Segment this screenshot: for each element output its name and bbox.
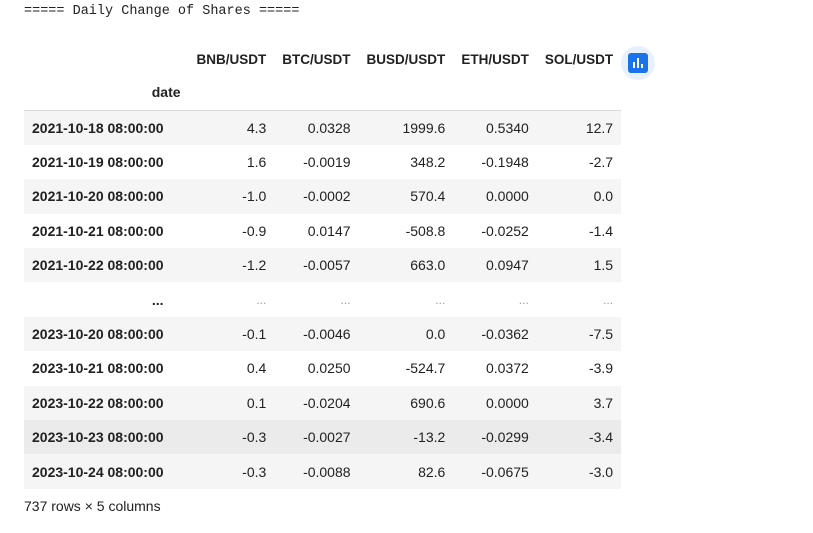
table-cell: 0.5340 <box>485 119 529 136</box>
table-cell: 0.0 <box>425 326 446 343</box>
table-row: 2021-10-22 08:00:00 -1.2 -0.0057 663.0 0.094… <box>24 248 622 283</box>
table-cell: -3.9 <box>588 360 614 377</box>
table-row: 2021-10-20 08:00:00 -1.0 -0.0002 570.4 0.000… <box>24 179 622 214</box>
table-cell: -0.0362 <box>481 326 529 343</box>
row-index-label: 2023-10-24 08:00:00 <box>32 463 164 480</box>
table-cell: 0.1 <box>246 394 267 411</box>
dataframe: BNB/USDT BTC/USDT BUSD/USDT ETH/USDT SOL… <box>24 44 622 489</box>
row-index-label: 2023-10-20 08:00:00 <box>32 326 164 343</box>
output-header: ===== Daily Change of Shares ===== <box>24 4 300 19</box>
table-cell: -0.0002 <box>303 188 351 205</box>
table-cell: -0.0088 <box>303 463 351 480</box>
table-cell: -0.1 <box>242 326 267 343</box>
row-index-label: 2023-10-21 08:00:00 <box>32 360 164 377</box>
table-cell: ... <box>518 292 529 307</box>
table-cell: 1.6 <box>246 154 267 171</box>
table-cell: 0.0000 <box>485 394 529 411</box>
column-header: ETH/USDT <box>461 51 529 67</box>
table-cell: ... <box>435 292 446 307</box>
table-cell: -0.9 <box>242 222 267 239</box>
table-cell: 1.5 <box>593 257 614 274</box>
table-row: 2021-10-19 08:00:00 1.6 -0.0019 348.2 -0.194… <box>24 145 621 179</box>
bar-chart-icon <box>628 53 648 73</box>
table-cell: -1.4 <box>588 222 614 239</box>
table-cell: 0.0250 <box>307 360 351 377</box>
row-index-label: 2023-10-22 08:00:00 <box>32 394 164 411</box>
table-cell: -0.3 <box>242 463 267 480</box>
table-cell: 4.3 <box>246 119 267 136</box>
table-cell: 1999.6 <box>402 119 446 136</box>
table-row: 2023-10-24 08:00:00 -0.3 -0.0088 82.6 -0.067… <box>24 454 622 489</box>
table-row: 2023-10-22 08:00:00 0.1 -0.0204 690.6 0.0000… <box>24 385 622 421</box>
table-cell: 570.4 <box>410 188 446 205</box>
table-cell: -524.7 <box>405 360 446 377</box>
column-header: SOL/USDT <box>544 51 614 67</box>
table-cell: ... <box>256 292 267 307</box>
table-cell: 0.0947 <box>485 257 529 274</box>
column-header: BNB/USDT <box>196 51 267 67</box>
table-row: 2023-10-23 08:00:00 -0.3 -0.0027 -13.2 -0.02… <box>24 420 622 455</box>
table-cell: -2.7 <box>588 154 614 171</box>
index-header-blank <box>24 44 189 74</box>
table-cell: -0.1948 <box>481 154 529 171</box>
row-index-label: 2023-10-23 08:00:00 <box>32 429 164 446</box>
index-name: date <box>24 74 189 111</box>
table-cell: 0.0000 <box>485 188 529 205</box>
dataframe-body: 2021-10-18 08:00:00 4.3 0.0328 1999.6 0.5340… <box>24 110 622 489</box>
table-cell: 0.4 <box>246 360 267 377</box>
row-index-label: 2021-10-18 08:00:00 <box>32 119 164 136</box>
column-header: BTC/USDT <box>282 51 351 67</box>
table-cell: -0.0299 <box>481 429 529 446</box>
table-cell: -0.0675 <box>481 463 529 480</box>
table-cell: 0.0147 <box>307 222 351 239</box>
table-cell: -508.8 <box>405 222 446 239</box>
table-cell: -1.2 <box>242 257 267 274</box>
table-cell: 663.0 <box>410 257 446 274</box>
row-index-label: ... <box>151 291 164 308</box>
column-header-row: BNB/USDT BTC/USDT BUSD/USDT ETH/USDT SOL… <box>24 44 621 74</box>
table-cell: 0.0328 <box>307 119 351 136</box>
table-cell: -0.0252 <box>481 222 529 239</box>
table-cell: -3.0 <box>588 463 614 480</box>
table-cell: 0.0372 <box>485 360 529 377</box>
table-row: 2023-10-20 08:00:00 -0.1 -0.0046 0.0 -0.0362… <box>24 316 622 352</box>
table-cell: -3.4 <box>588 429 614 446</box>
chart-suggestion-button[interactable] <box>621 46 655 80</box>
table-cell: -13.2 <box>413 429 446 446</box>
index-name-row: date <box>24 74 622 111</box>
table-cell: 12.7 <box>585 119 614 136</box>
table-row: 2021-10-18 08:00:00 4.3 0.0328 1999.6 0.5340… <box>24 110 622 145</box>
row-index-label: 2021-10-21 08:00:00 <box>32 222 164 239</box>
table-cell: 3.7 <box>593 394 614 411</box>
table-cell: -7.5 <box>588 326 614 343</box>
table-cell: 82.6 <box>418 463 446 480</box>
table-row: 2023-10-21 08:00:00 0.4 0.0250 -524.7 0.0372… <box>24 351 621 385</box>
table-row: 2021-10-21 08:00:00 -0.9 0.0147 -508.8 -0.02… <box>24 214 621 248</box>
table-cell: -0.0046 <box>303 326 351 343</box>
column-header: BUSD/USDT <box>366 51 446 67</box>
table-cell: 690.6 <box>410 394 446 411</box>
row-index-label: 2021-10-20 08:00:00 <box>32 188 164 205</box>
table-cell: 0.0 <box>593 188 614 205</box>
table-cell: -1.0 <box>242 188 267 205</box>
table-cell: -0.0204 <box>303 394 351 411</box>
table-cell: -0.0027 <box>303 429 351 446</box>
dataframe-shape-summary: 737 rows × 5 columns <box>24 498 161 514</box>
table-cell: -0.0057 <box>303 257 351 274</box>
row-index-label: 2021-10-19 08:00:00 <box>32 154 164 171</box>
table-cell: -0.3 <box>242 429 267 446</box>
table-cell: ... <box>603 292 614 307</box>
row-index-label: 2021-10-22 08:00:00 <box>32 257 164 274</box>
table-cell: ... <box>340 292 351 307</box>
table-cell: 348.2 <box>410 154 446 171</box>
dataframe-table: BNB/USDT BTC/USDT BUSD/USDT ETH/USDT SOL… <box>24 44 622 489</box>
ellipsis-row: .................. <box>24 282 621 316</box>
table-cell: -0.0019 <box>303 154 351 171</box>
